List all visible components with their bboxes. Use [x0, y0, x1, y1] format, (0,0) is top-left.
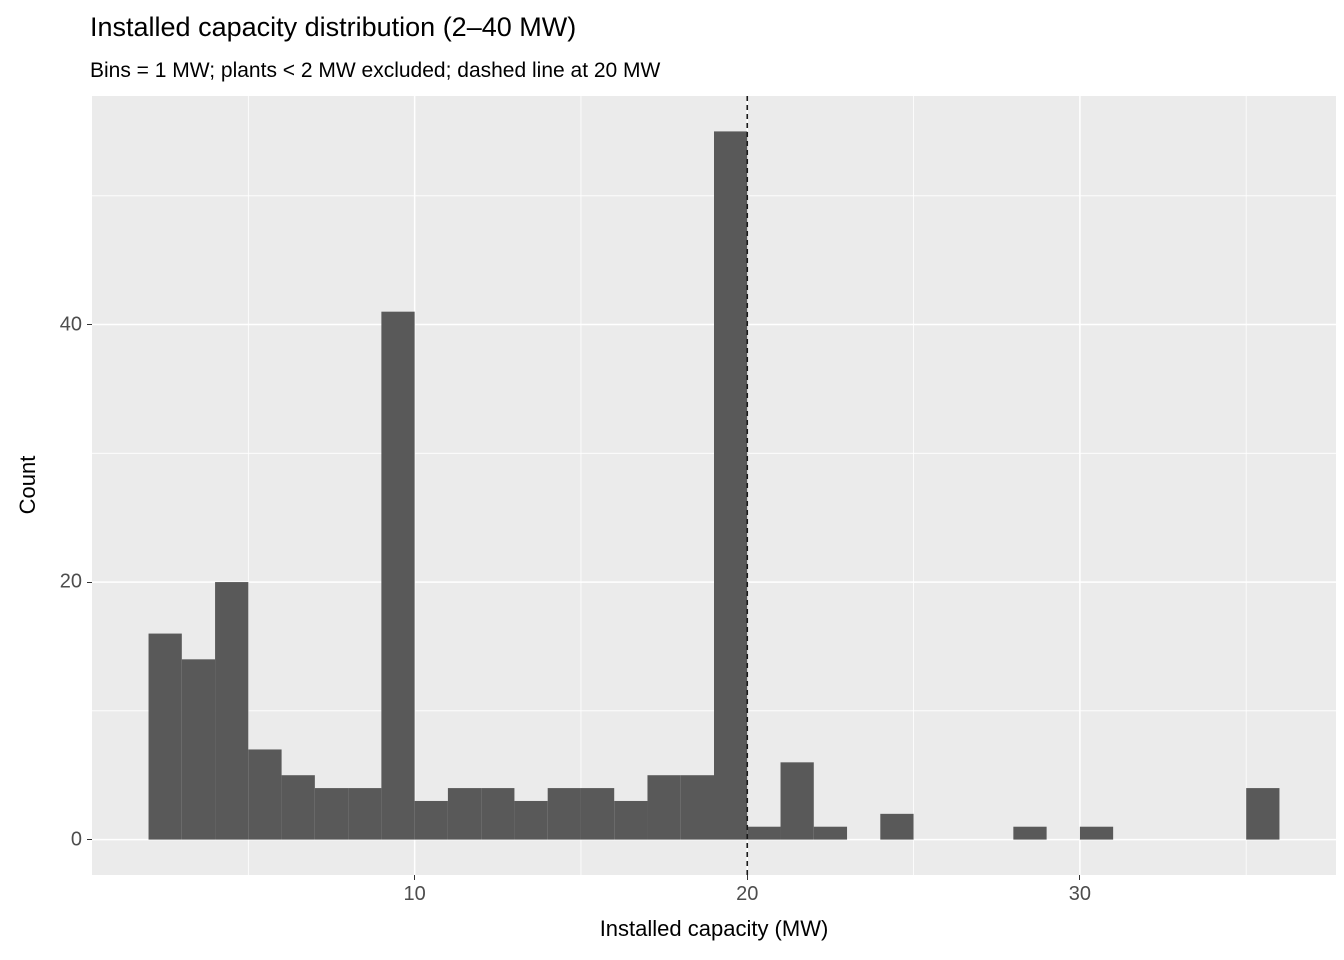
histogram-bar — [314, 788, 349, 840]
y-tick-mark — [87, 581, 92, 583]
x-tick-label: 20 — [736, 883, 759, 905]
x-tick-label: 30 — [1068, 883, 1091, 905]
plot-panel-svg — [92, 96, 1336, 875]
histogram-bar — [414, 800, 448, 840]
histogram-bar — [248, 749, 282, 840]
x-tick-label: 10 — [403, 883, 426, 905]
y-tick-label: 20 — [59, 570, 82, 593]
x-tick-mark — [746, 875, 748, 880]
histogram-bar — [148, 633, 182, 840]
histogram-bar — [647, 775, 681, 840]
plot-panel — [92, 96, 1336, 875]
y-tick-mark — [87, 324, 92, 326]
histogram-bar — [514, 800, 548, 840]
y-axis-title: Count — [15, 455, 40, 515]
x-axis-title: Installed capacity (MW) — [599, 916, 829, 941]
histogram-bar — [215, 582, 249, 840]
histogram-bar — [780, 762, 814, 840]
histogram-bar — [381, 311, 415, 840]
page-subtitle: Bins = 1 MW; plants < 2 MW excluded; das… — [90, 59, 661, 82]
histogram-bar — [181, 659, 216, 840]
x-tick-mark — [1079, 875, 1081, 880]
histogram-bar — [281, 775, 315, 840]
y-tick-mark — [87, 839, 92, 841]
histogram-bar — [1079, 826, 1114, 840]
histogram-bar — [880, 813, 914, 840]
page-title: Installed capacity distribution (2–40 MW… — [90, 12, 577, 42]
histogram-bar — [580, 788, 615, 840]
histogram-bar — [1013, 826, 1047, 840]
y-tick-label: 40 — [59, 313, 82, 336]
histogram-bar — [348, 788, 382, 840]
y-tick-label: 0 — [70, 828, 82, 851]
x-tick-mark — [414, 875, 416, 880]
histogram-bar — [714, 131, 748, 840]
histogram-bar — [447, 788, 482, 840]
histogram-bar — [813, 826, 848, 840]
histogram-bar — [481, 788, 515, 840]
histogram-bar — [614, 800, 648, 840]
histogram-bar — [747, 826, 781, 840]
histogram-bar — [680, 775, 714, 840]
histogram-bar — [1246, 788, 1280, 840]
histogram-bar — [547, 788, 581, 840]
